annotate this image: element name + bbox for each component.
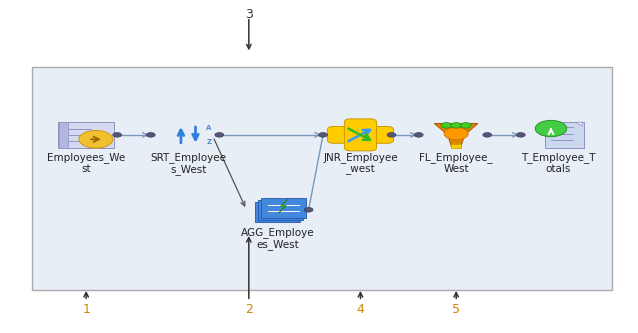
Circle shape — [215, 133, 224, 137]
Text: 1: 1 — [82, 303, 90, 316]
Circle shape — [451, 123, 461, 128]
Circle shape — [441, 123, 452, 128]
Circle shape — [535, 120, 567, 137]
Circle shape — [483, 133, 492, 137]
Circle shape — [387, 133, 396, 137]
Circle shape — [516, 133, 525, 137]
Polygon shape — [575, 122, 582, 126]
Circle shape — [444, 127, 468, 140]
FancyBboxPatch shape — [545, 122, 584, 148]
Text: FL_Employee_
West: FL_Employee_ West — [419, 152, 493, 174]
Text: SRT_Employee
s_West: SRT_Employee s_West — [150, 152, 226, 175]
Text: 2: 2 — [245, 303, 253, 316]
FancyBboxPatch shape — [327, 127, 394, 143]
FancyBboxPatch shape — [261, 198, 306, 218]
Text: 5: 5 — [452, 303, 460, 316]
FancyBboxPatch shape — [451, 144, 461, 148]
Circle shape — [318, 133, 327, 137]
Text: JNR_Employee
_west: JNR_Employee _west — [323, 152, 397, 175]
Text: Employees_We
st: Employees_We st — [47, 152, 125, 174]
FancyBboxPatch shape — [32, 67, 612, 290]
Polygon shape — [279, 199, 288, 213]
FancyBboxPatch shape — [59, 122, 68, 148]
Text: T_Employee_T
otals: T_Employee_T otals — [521, 152, 595, 174]
Polygon shape — [434, 124, 478, 146]
FancyBboxPatch shape — [58, 122, 114, 148]
Text: AGG_Employe
es_West: AGG_Employe es_West — [241, 227, 315, 250]
FancyBboxPatch shape — [255, 202, 300, 221]
Text: 3: 3 — [245, 8, 253, 21]
Text: 4: 4 — [357, 303, 364, 316]
FancyBboxPatch shape — [345, 119, 376, 151]
Circle shape — [304, 207, 313, 212]
Text: Z: Z — [206, 139, 211, 145]
Text: A: A — [206, 125, 212, 131]
Circle shape — [461, 123, 471, 128]
Circle shape — [146, 133, 155, 137]
Circle shape — [113, 133, 122, 137]
FancyBboxPatch shape — [258, 200, 303, 220]
Circle shape — [414, 133, 423, 137]
Circle shape — [79, 131, 113, 148]
